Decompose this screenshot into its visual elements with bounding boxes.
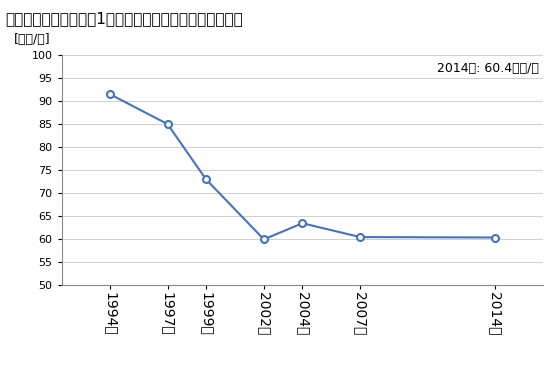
各種商品小売業の店舗１平米当たり年間商品販売額 bbox=[299, 221, 306, 225]
各種商品小売業の店舗１平米当たり年間商品販売額 bbox=[260, 237, 267, 242]
Text: 2014年: 60.4万円/㎡: 2014年: 60.4万円/㎡ bbox=[436, 62, 538, 75]
各種商品小売業の店舗１平米当たり年間商品販売額 bbox=[164, 122, 171, 126]
Text: [万円/㎡]: [万円/㎡] bbox=[13, 33, 50, 46]
各種商品小売業の店舗１平米当たり年間商品販売額 bbox=[203, 177, 209, 182]
各種商品小売業の店舗１平米当たり年間商品販売額 bbox=[492, 235, 498, 240]
Text: 各種商品小売業の店舗1平米当たり年間商品販売額の推移: 各種商品小売業の店舗1平米当たり年間商品販売額の推移 bbox=[6, 11, 244, 26]
Line: 各種商品小売業の店舗１平米当たり年間商品販売額: 各種商品小売業の店舗１平米当たり年間商品販売額 bbox=[106, 91, 498, 243]
各種商品小売業の店舗１平米当たり年間商品販売額 bbox=[357, 235, 363, 239]
各種商品小売業の店舗１平米当たり年間商品販売額 bbox=[106, 92, 113, 96]
